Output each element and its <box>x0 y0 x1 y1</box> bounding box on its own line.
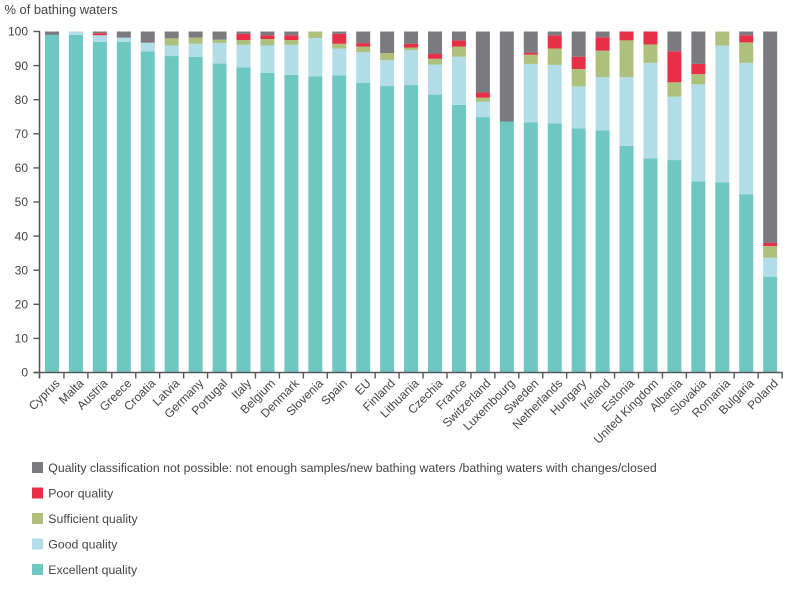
svg-text:Good quality: Good quality <box>48 537 118 551</box>
svg-text:0: 0 <box>21 366 28 380</box>
svg-text:Sufficient quality: Sufficient quality <box>48 512 138 526</box>
svg-text:% of bathing waters: % of bathing waters <box>5 2 118 17</box>
svg-text:Poor quality: Poor quality <box>48 486 114 500</box>
svg-text:80: 80 <box>15 93 29 107</box>
svg-text:20: 20 <box>15 298 29 312</box>
svg-text:30: 30 <box>15 263 29 277</box>
svg-text:70: 70 <box>15 127 29 141</box>
svg-text:90: 90 <box>15 59 29 73</box>
svg-text:60: 60 <box>15 161 29 175</box>
svg-text:Excellent quality: Excellent quality <box>48 563 138 577</box>
svg-text:100: 100 <box>8 25 28 39</box>
svg-text:10: 10 <box>15 332 29 346</box>
svg-text:40: 40 <box>15 229 29 243</box>
svg-text:Quality classification not pos: Quality classification not possible: not… <box>48 461 657 475</box>
svg-text:50: 50 <box>15 195 29 209</box>
